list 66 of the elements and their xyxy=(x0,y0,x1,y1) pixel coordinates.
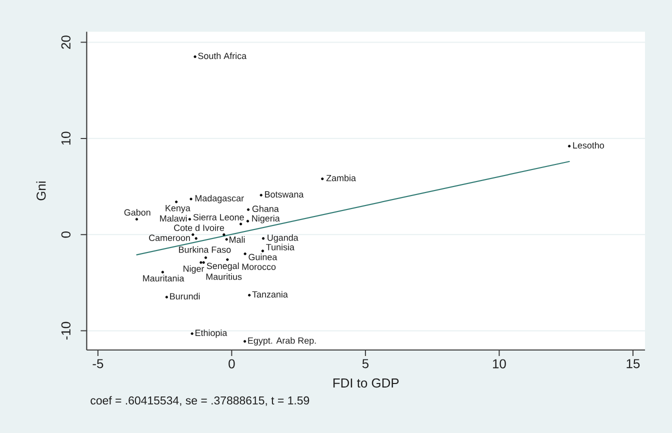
point xyxy=(261,250,264,252)
annotation: Guinea xyxy=(248,254,278,260)
x-tick-label: 0 xyxy=(228,359,235,368)
annotation: Madagascar xyxy=(195,194,244,204)
x-axis-title: FDI to GDP xyxy=(333,378,399,388)
text: coef = .60415534, se = .37888615, t = 1.59 xyxy=(90,396,310,406)
point xyxy=(161,270,164,274)
point xyxy=(225,238,228,241)
y-tick-label: 0 xyxy=(61,232,70,238)
annotation: Tunisia xyxy=(266,244,294,250)
point xyxy=(246,220,250,222)
annotation: Cameroon xyxy=(149,234,190,242)
point xyxy=(188,218,191,221)
annotation: Botswana xyxy=(265,191,304,198)
annotation: Nigeria xyxy=(252,214,280,224)
point xyxy=(204,256,208,259)
point xyxy=(222,233,226,236)
annotation: Gabon xyxy=(124,209,150,216)
point xyxy=(200,261,202,264)
point xyxy=(262,237,265,240)
annotation: Ethiopia xyxy=(196,329,228,338)
annotation: Morocco xyxy=(242,264,276,270)
annotation: Egypt. Arab Rep. xyxy=(248,337,316,346)
x-tick-label: 5 xyxy=(362,359,369,368)
annotation: Kenya xyxy=(166,205,190,214)
point xyxy=(321,178,324,180)
point xyxy=(194,237,198,240)
point xyxy=(165,296,168,298)
annotation: Mauritania xyxy=(143,274,184,282)
x-tick-label: 15 xyxy=(626,359,640,368)
y-tick-label: -10 xyxy=(61,322,70,340)
point xyxy=(244,252,246,256)
annotation: Senegal xyxy=(206,262,239,271)
annotation: Cote d Ivoire xyxy=(174,224,224,232)
point xyxy=(194,55,196,58)
annotation: Burundi xyxy=(170,292,200,300)
annotation: Mauritius xyxy=(206,273,242,280)
x-tick-label: 10 xyxy=(492,359,506,368)
annotation: Uganda xyxy=(268,234,298,243)
annotation: Ghana xyxy=(252,205,279,212)
point xyxy=(568,144,571,148)
point xyxy=(190,198,192,200)
annotation: Malawi xyxy=(160,215,187,222)
y-axis-title: Gni xyxy=(36,182,46,200)
annotation: Niger xyxy=(184,265,204,274)
annotation: Burkina Faso xyxy=(179,246,231,253)
point xyxy=(226,258,229,261)
point xyxy=(192,233,194,236)
point xyxy=(202,261,205,264)
annotation: Mali xyxy=(230,236,245,243)
point xyxy=(248,294,251,296)
x-tick-label: -5 xyxy=(92,359,104,368)
annotation: Sierra Leone xyxy=(193,214,244,220)
point xyxy=(135,218,138,221)
point xyxy=(244,340,246,343)
y-tick-label: 20 xyxy=(61,36,70,49)
point xyxy=(260,194,262,196)
annotation: Zambia xyxy=(326,174,356,182)
point xyxy=(239,222,242,226)
y-tick-label: 10 xyxy=(61,132,70,145)
annotation: Lesotho xyxy=(573,142,604,149)
point xyxy=(175,200,178,204)
annotation: Tanzania xyxy=(252,290,288,298)
annotation: South Africa xyxy=(198,52,247,60)
point xyxy=(246,208,250,211)
point xyxy=(190,332,194,335)
